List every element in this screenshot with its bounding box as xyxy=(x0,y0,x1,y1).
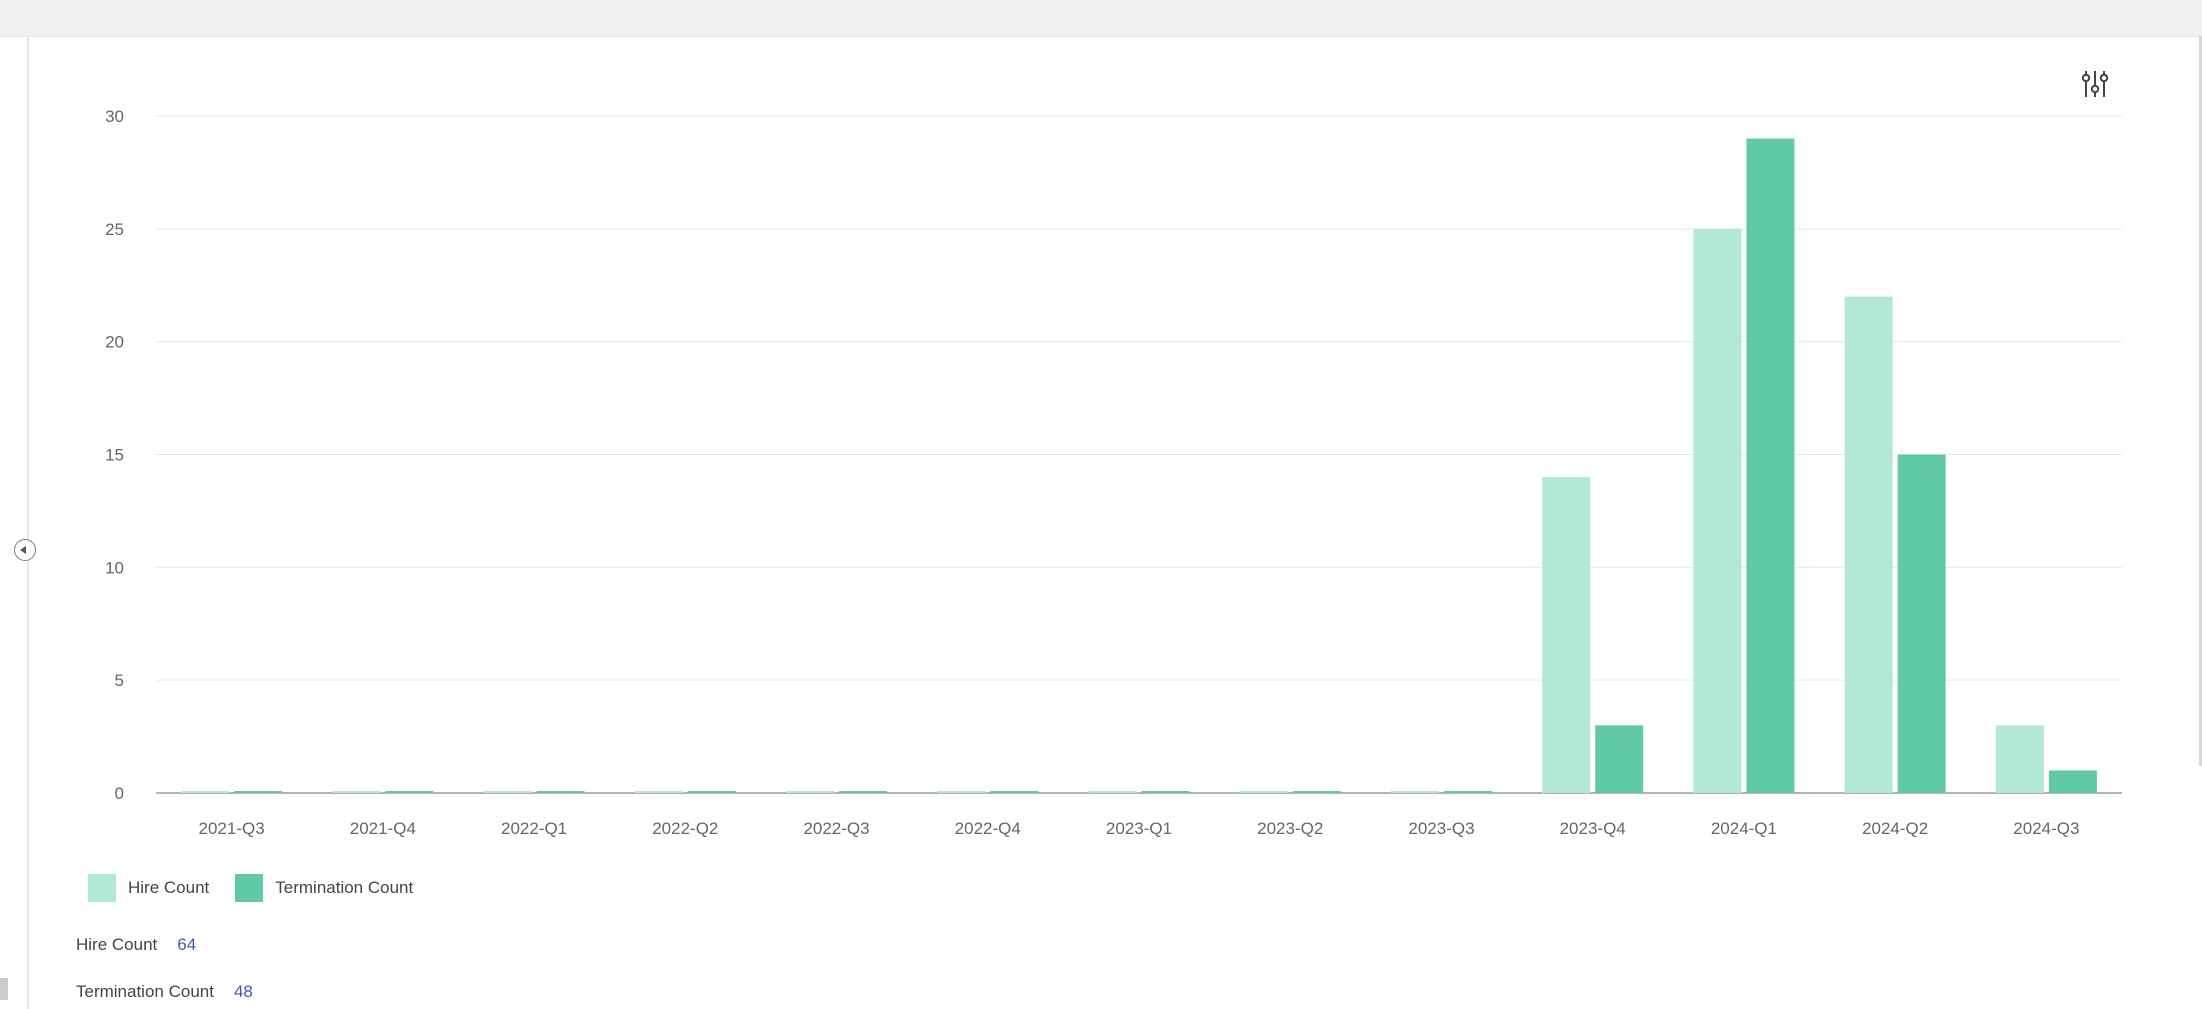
bar-hire-2023-Q3[interactable] xyxy=(1390,791,1439,793)
bar-hire-2022-Q3[interactable] xyxy=(786,791,835,793)
bar-hire-2024-Q3[interactable] xyxy=(1995,725,2044,793)
bar-termination-2024-Q2[interactable] xyxy=(1897,454,1946,794)
legend-label-termination: Termination Count xyxy=(275,878,414,897)
corner-handle xyxy=(0,978,8,1000)
bar-hire-2022-Q2[interactable] xyxy=(634,791,683,793)
panel-divider xyxy=(27,36,29,1009)
y-tick-label: 25 xyxy=(105,220,124,239)
x-tick-label: 2022-Q1 xyxy=(501,819,567,838)
x-axis-ticks: 2021-Q3 2021-Q4 2022-Q1 2022-Q2 2022-Q3 2022-… xyxy=(199,819,2080,838)
bar-termination-2022-Q1[interactable] xyxy=(536,791,585,793)
bar-chart: 0 5 10 15 20 25 30 2021-Q3 2021-Q4 2022-Q1 2022-Q… xyxy=(105,107,2122,838)
bar-hire-2022-Q1[interactable] xyxy=(483,791,532,793)
bar-hire-2021-Q3[interactable] xyxy=(181,791,230,793)
y-tick-label: 30 xyxy=(105,107,124,126)
bar-termination-2022-Q3[interactable] xyxy=(839,791,888,793)
sliders-icon[interactable] xyxy=(2078,68,2112,100)
x-tick-label: 2023-Q4 xyxy=(1560,819,1626,838)
legend-item-termination[interactable]: Termination Count xyxy=(235,874,413,902)
summary-hire-value: 64 xyxy=(177,935,197,954)
bar-termination-2022-Q4[interactable] xyxy=(990,791,1039,793)
legend: Hire Count Termination Count xyxy=(88,874,439,902)
scrollbar[interactable] xyxy=(2199,36,2202,766)
bar-termination-2022-Q2[interactable] xyxy=(687,791,736,793)
y-axis-ticks: 0 5 10 15 20 25 30 xyxy=(105,107,124,803)
bar-termination-2021-Q4[interactable] xyxy=(385,791,434,793)
bar-hire-2024-Q1[interactable] xyxy=(1693,228,1742,794)
y-tick-label: 15 xyxy=(105,446,124,465)
bar-termination-2023-Q2[interactable] xyxy=(1292,791,1341,793)
x-tick-label: 2024-Q2 xyxy=(1862,819,1928,838)
legend-swatch-hire xyxy=(88,874,116,902)
summary-hire: Hire Count 64 xyxy=(76,935,196,955)
x-tick-label: 2022-Q4 xyxy=(955,819,1021,838)
x-tick-label: 2022-Q3 xyxy=(803,819,869,838)
legend-item-hire[interactable]: Hire Count xyxy=(88,874,209,902)
x-tick-label: 2021-Q4 xyxy=(350,819,416,838)
bar-termination-2021-Q3[interactable] xyxy=(234,791,283,793)
collapse-left-icon[interactable] xyxy=(14,539,36,561)
x-tick-label: 2023-Q3 xyxy=(1408,819,1474,838)
x-tick-label: 2023-Q2 xyxy=(1257,819,1323,838)
legend-label-hire: Hire Count xyxy=(128,878,210,897)
x-tick-label: 2022-Q2 xyxy=(652,819,718,838)
bar-termination-2023-Q3[interactable] xyxy=(1443,791,1492,793)
bar-hire-2024-Q2[interactable] xyxy=(1844,296,1893,793)
bar-hire-2022-Q4[interactable] xyxy=(937,791,986,793)
y-tick-label: 5 xyxy=(115,671,124,690)
legend-swatch-termination xyxy=(235,874,264,902)
summary-termination-value: 48 xyxy=(233,982,253,1001)
bar-hire-2023-Q2[interactable] xyxy=(1239,791,1288,793)
bar-hire-2023-Q1[interactable] xyxy=(1088,791,1137,793)
x-tick-label: 2021-Q3 xyxy=(199,819,265,838)
x-tick-label: 2023-Q1 xyxy=(1106,819,1172,838)
y-tick-label: 20 xyxy=(105,333,124,352)
top-bar xyxy=(0,0,2202,37)
summary-termination-label: Termination Count xyxy=(76,982,214,1001)
y-tick-label: 0 xyxy=(115,784,124,803)
bar-termination-2024-Q3[interactable] xyxy=(2048,770,2097,793)
bars xyxy=(181,138,2097,794)
bar-hire-2021-Q4[interactable] xyxy=(332,791,381,793)
y-tick-label: 10 xyxy=(105,558,124,577)
x-tick-label: 2024-Q1 xyxy=(1711,819,1777,838)
summary-hire-label: Hire Count xyxy=(76,935,158,954)
gridlines xyxy=(156,115,2122,794)
bar-termination-2024-Q1[interactable] xyxy=(1746,138,1795,794)
x-tick-label: 2024-Q3 xyxy=(2013,819,2079,838)
summary-termination: Termination Count 48 xyxy=(76,982,253,1002)
bar-hire-2023-Q4[interactable] xyxy=(1542,477,1591,793)
bar-termination-2023-Q4[interactable] xyxy=(1595,725,1644,793)
bar-termination-2023-Q1[interactable] xyxy=(1141,791,1190,793)
